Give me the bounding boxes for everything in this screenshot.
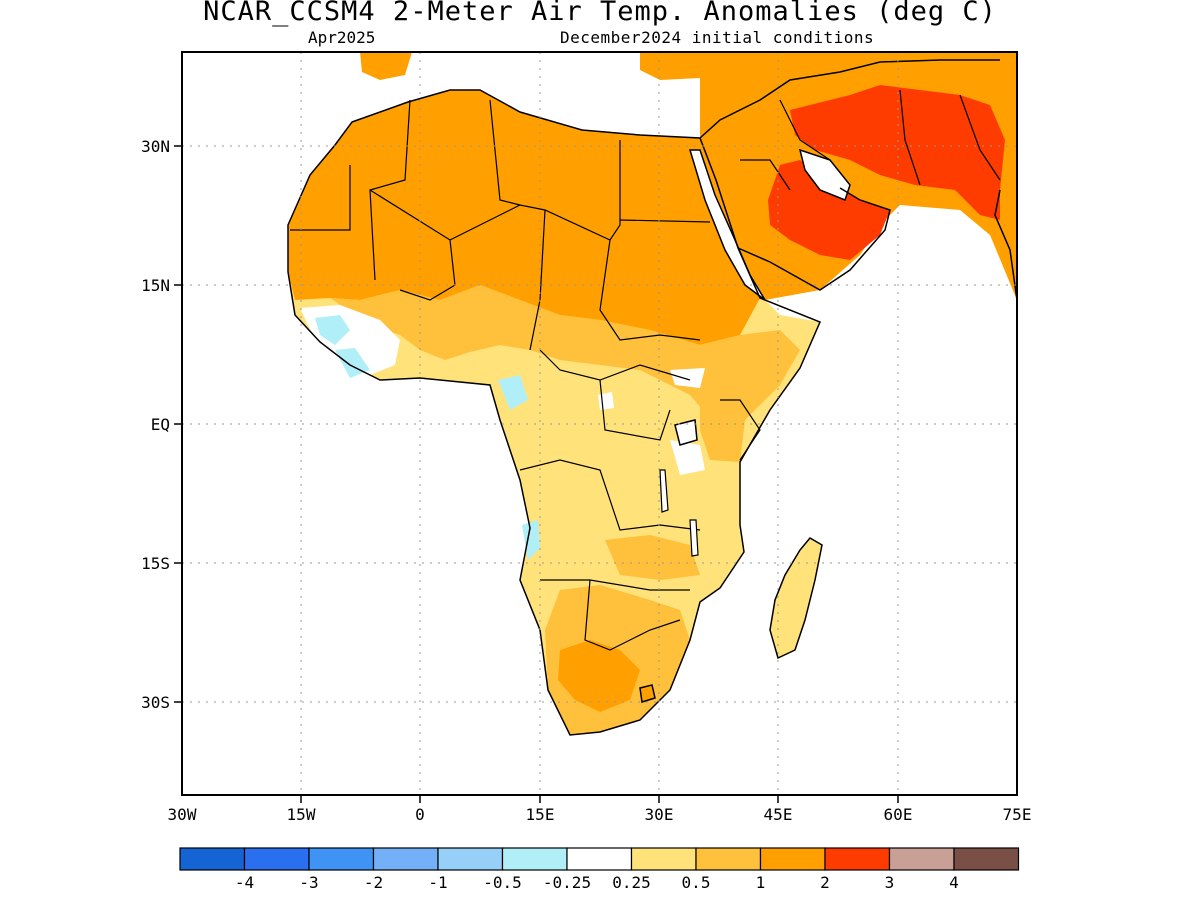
congo-coast-cool-anomaly	[498, 375, 528, 410]
colorbar-swatch	[308, 847, 375, 871]
lake-tanganyika	[659, 469, 669, 513]
colorbar-swatch	[953, 847, 1020, 871]
colorbar-swatch	[437, 847, 504, 871]
lat-label: 30S	[141, 693, 170, 712]
valid-month-label: Apr2025	[308, 28, 376, 47]
gridlines	[182, 52, 1017, 795]
colorbar-label: -0.5	[483, 873, 522, 892]
colorbar-label: -0.25	[543, 873, 591, 892]
colorbar-swatch	[695, 847, 762, 871]
coastlines	[287, 59, 1017, 736]
colorbar-swatch	[243, 847, 310, 871]
colorbar-swatch	[501, 847, 568, 871]
lat-label: 15N	[141, 276, 170, 295]
west-africa-cool-anomaly	[315, 315, 350, 345]
sahel-anomaly-0-5-1	[330, 285, 800, 430]
lon-label: 15W	[287, 805, 316, 824]
colorbar-label: 3	[885, 873, 895, 892]
iran-pakistan-anomaly-2-3	[790, 85, 1005, 220]
lon-label: 0	[415, 805, 425, 824]
colorbar-label: -1	[428, 873, 447, 892]
lat-label: 15S	[141, 554, 170, 573]
axis-ticks	[174, 145, 899, 803]
lat-label: EQ	[151, 415, 170, 434]
lat-label: 30N	[141, 137, 170, 156]
colorbar-label: -3	[299, 873, 318, 892]
europe-land-north	[360, 52, 412, 80]
lake-malawi	[689, 519, 699, 557]
colorbar-label: 0.25	[612, 873, 651, 892]
lon-labels: 30W 15W 0 15E 30E 45E 60E 75E	[168, 805, 1032, 824]
lon-label: 75E	[1003, 805, 1032, 824]
colorbar	[179, 847, 1020, 871]
colorbar-swatch	[759, 847, 826, 871]
colorbar-swatch	[630, 847, 697, 871]
map-title: NCAR_CCSM4 2-Meter Air Temp. Anomalies (…	[203, 0, 997, 27]
colorbar-swatch	[179, 847, 246, 871]
mediterranean-sea	[182, 52, 700, 138]
europe-land-east	[640, 52, 700, 80]
colorbar-label: 2	[820, 873, 830, 892]
east-africa-anomaly-0-5-1	[700, 395, 745, 462]
red-sea	[688, 149, 766, 301]
horn-neutral	[670, 368, 705, 388]
central-africa-neutral	[670, 440, 705, 475]
colorbar-label: 1	[756, 873, 766, 892]
colorbar-label: 4	[949, 873, 959, 892]
lon-label: 45E	[764, 805, 793, 824]
congo-neutral	[598, 392, 614, 410]
colorbar-swatch	[888, 847, 955, 871]
lon-label: 60E	[884, 805, 913, 824]
arabia-anomaly-2-3	[768, 160, 890, 260]
colorbar-swatch	[566, 847, 633, 871]
colorbar-swatch	[372, 847, 439, 871]
gulf-of-aden	[765, 290, 850, 322]
lon-label: 30W	[168, 805, 197, 824]
colorbar-label: -2	[364, 873, 383, 892]
lon-label: 15E	[526, 805, 555, 824]
map-area	[182, 52, 1017, 736]
north-africa-anomaly-1-2	[288, 90, 760, 345]
madagascar	[769, 537, 823, 660]
colorbar-swatch	[824, 847, 891, 871]
colorbar-label: -4	[235, 873, 254, 892]
colorbar-label: 0.5	[682, 873, 711, 892]
southern-africa-anomaly-1-2	[558, 640, 640, 712]
south-central-anomaly-0-5-1	[605, 535, 700, 580]
init-conditions-label: December2024 initial conditions	[560, 28, 875, 47]
lat-labels: 30N 15N EQ 15S 30S	[141, 137, 170, 712]
colorbar-labels: -4 -3 -2 -1 -0.5 -0.25 0.25 0.5 1 2 3 4	[235, 873, 959, 892]
lon-label: 30E	[645, 805, 674, 824]
lake-victoria	[674, 419, 698, 446]
lesotho	[639, 684, 656, 703]
